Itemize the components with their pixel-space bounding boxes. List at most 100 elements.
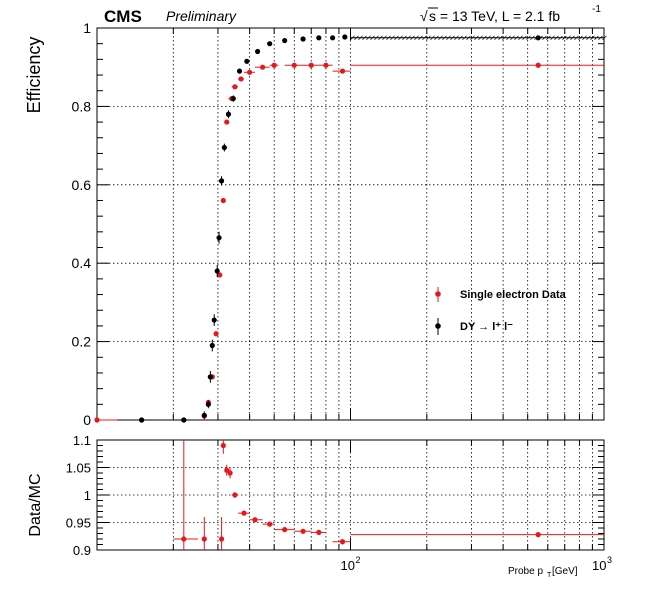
hatch-line — [370, 35, 375, 41]
hatch-line — [482, 35, 487, 41]
marker — [236, 68, 243, 74]
data-point — [231, 84, 239, 90]
hatch-line — [538, 35, 543, 41]
hatch-line — [582, 35, 587, 41]
hatch-line — [466, 35, 471, 41]
hatch-line — [574, 35, 579, 41]
energy-text: s = 13 TeV, L = 2.1 fb — [429, 8, 560, 24]
hatch-line — [526, 35, 531, 41]
hatch-line — [566, 35, 571, 41]
marker — [201, 536, 207, 542]
data-point — [94, 417, 118, 423]
hatch-line — [398, 35, 403, 41]
hatch-line — [358, 35, 363, 41]
hatch-line — [354, 35, 359, 41]
legend-entry-mc: DY → l⁺ l⁻ — [435, 318, 513, 335]
data-point — [117, 417, 162, 423]
marker — [232, 492, 238, 498]
hatch-line — [382, 35, 387, 41]
data-point — [227, 467, 233, 479]
hatch-line — [414, 35, 419, 41]
marker — [238, 76, 244, 82]
hatch-line — [550, 35, 555, 41]
data-point — [211, 314, 217, 326]
data-point — [218, 517, 225, 550]
marker — [535, 62, 541, 68]
hatch-line — [378, 35, 383, 41]
marker — [259, 64, 266, 70]
hatch-line — [494, 35, 499, 41]
data-point — [316, 35, 322, 41]
hatch-line — [386, 35, 391, 41]
legend-entry-data: Single electron Data — [435, 287, 567, 302]
data-point — [201, 517, 207, 550]
hatch-line — [598, 35, 603, 41]
hatch-line — [434, 35, 439, 41]
data-point — [294, 528, 312, 534]
data-point — [201, 411, 207, 420]
hatch-line — [506, 35, 511, 41]
data-point — [205, 400, 211, 409]
data-point — [300, 36, 306, 42]
y-tick-label: 0.95 — [66, 516, 91, 531]
data-point — [173, 440, 198, 550]
data-point — [243, 69, 255, 75]
hatch-line — [590, 35, 595, 41]
hatch-line — [394, 35, 399, 41]
marker — [247, 69, 253, 75]
marker — [201, 412, 207, 418]
data-point — [350, 532, 604, 538]
x-tick-label-base: 10 — [592, 558, 606, 573]
marker — [316, 35, 322, 41]
data-point — [274, 527, 295, 533]
data-point — [220, 197, 226, 204]
hatch-line — [514, 35, 519, 41]
hatch-line — [438, 35, 443, 41]
marker — [181, 417, 187, 423]
hatch-line — [474, 35, 479, 41]
hatch-line — [546, 35, 551, 41]
hatch-line — [374, 35, 379, 41]
marker — [224, 119, 230, 125]
hatch-line — [350, 35, 355, 41]
marker — [211, 317, 217, 323]
data-point — [214, 265, 220, 277]
hatch-line — [498, 35, 503, 41]
y-tick-label: 0.4 — [72, 255, 92, 271]
marker — [94, 417, 100, 423]
data-point — [221, 143, 227, 152]
data-point — [230, 95, 236, 102]
hatch-line — [586, 35, 591, 41]
marker — [300, 36, 306, 42]
marker — [232, 84, 238, 90]
marker — [291, 62, 297, 68]
data-point — [267, 41, 273, 47]
data-point — [303, 62, 319, 68]
data-point — [269, 62, 279, 68]
marker — [220, 197, 226, 204]
hatch-line — [570, 35, 575, 41]
marker — [221, 144, 227, 151]
hatch-line — [510, 35, 515, 41]
hatch-line — [406, 35, 411, 41]
efficiency-panel: 0 0.2 0.4 0.6 0.8 1 Efficiency — [24, 20, 607, 428]
marker — [213, 331, 219, 337]
marker — [217, 272, 223, 278]
data-point — [311, 529, 326, 536]
y-axis-label-efficiency: Efficiency — [24, 37, 44, 114]
hatch-line — [470, 35, 475, 41]
energy-lumi-label: √ s = 13 TeV, L = 2.1 fb -1 — [420, 4, 601, 24]
hatch-line — [410, 35, 415, 41]
data-point — [342, 34, 348, 40]
x-tick-label-100: 10 2 — [341, 555, 361, 573]
lumi-exponent: -1 — [592, 4, 601, 15]
y-tick-label: 1 — [83, 20, 91, 36]
hatch-line — [422, 35, 427, 41]
data-point — [213, 331, 219, 337]
x-axis-label-sub: T — [547, 572, 552, 579]
cms-label: CMS — [104, 7, 142, 26]
hatch-line — [502, 35, 507, 41]
data-point — [231, 492, 239, 498]
marker — [209, 342, 215, 349]
